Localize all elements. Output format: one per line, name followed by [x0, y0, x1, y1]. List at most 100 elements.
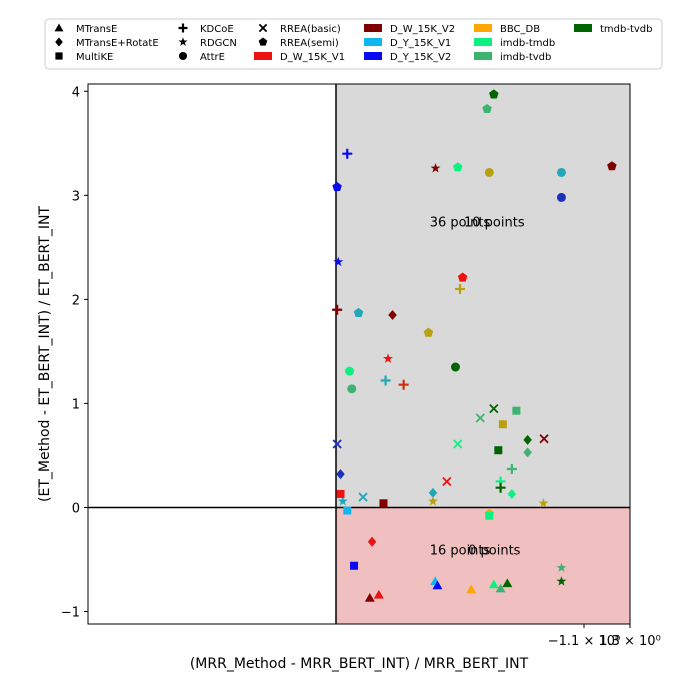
data-point [373, 589, 384, 599]
data-point [398, 379, 409, 390]
legend-color-swatch [574, 24, 592, 32]
data-point [350, 561, 359, 570]
legend-label: MTransE+RotatE [76, 38, 159, 49]
y-tick-label: 3 [72, 189, 80, 204]
data-point [457, 272, 468, 282]
legend-marker-x [258, 23, 268, 33]
legend-marker-triangle [54, 23, 64, 32]
data-point [452, 162, 463, 172]
quadrant-label: 36 points [430, 216, 491, 231]
data-point [345, 366, 355, 376]
legend-color-swatch [254, 52, 272, 60]
data-point [507, 488, 517, 499]
legend-entry: KDCoE [178, 23, 234, 35]
legend-entry: MultiKE [55, 52, 113, 63]
data-point [506, 463, 517, 474]
data-point [380, 375, 391, 386]
data-point [332, 439, 342, 449]
legend-entry: BBC_DB [474, 24, 540, 35]
x-tick-label: −1.1 × 10⁰ [548, 634, 620, 649]
legend-label: RREA(semi) [280, 38, 339, 49]
data-point [333, 256, 344, 267]
data-point [495, 583, 506, 593]
data-point [428, 487, 438, 498]
data-point [556, 167, 566, 177]
data-point [450, 362, 460, 372]
data-point [427, 495, 438, 506]
data-point [488, 579, 499, 589]
data-point [482, 103, 492, 114]
legend-marker-star [178, 37, 188, 46]
legend-entry: MTransE+RotatE [55, 37, 159, 49]
data-point [523, 434, 532, 445]
data-point [336, 469, 345, 480]
data-point [337, 495, 348, 506]
data-point [485, 511, 494, 520]
legend-color-swatch [474, 52, 492, 60]
data-point [353, 307, 364, 317]
data-point [332, 304, 343, 315]
legend-entry: RDGCN [178, 37, 237, 49]
y-axis-label: (ET_Method - ET_BERT_INT) / ET_BERT_INT [37, 206, 53, 502]
legend-entry: imdb-tvdb [474, 52, 551, 63]
legend-marker-circle [178, 51, 188, 61]
data-point [489, 89, 499, 99]
data-point [475, 413, 485, 423]
legend-marker-pentagon [258, 37, 268, 46]
data-point [495, 482, 506, 493]
data-point [336, 489, 345, 498]
legend-label: BBC_DB [500, 24, 540, 35]
data-point [423, 327, 434, 337]
data-point [364, 592, 375, 602]
data-point [332, 182, 342, 192]
legend-entry: D_W_15K_V1 [254, 52, 345, 63]
legend-label: D_W_15K_V1 [280, 52, 345, 63]
legend: MTransE MTransE+RotatE MultiKE KDCoE RDGCN At… [44, 18, 663, 70]
legend-label: MultiKE [76, 52, 113, 63]
y-axis-ticks: −1 0 1 2 3 4 [61, 85, 88, 621]
legend-label: KDCoE [200, 24, 234, 35]
data-point [388, 309, 397, 320]
data-point [342, 148, 353, 159]
legend-marker-square [55, 52, 63, 60]
legend-label: D_Y_15K_V1 [390, 38, 451, 49]
data-point [489, 403, 499, 414]
data-point [538, 498, 549, 508]
data-point [455, 283, 465, 294]
legend-color-swatch [364, 52, 382, 60]
y-tick-label: 0 [72, 501, 80, 516]
legend-entry: imdb-tmdb [474, 38, 555, 49]
data-point [494, 446, 503, 455]
data-point [512, 406, 521, 415]
quadrant-label: 16 points [430, 543, 491, 558]
y-tick-label: 1 [72, 397, 80, 412]
plot-frame [87, 83, 631, 625]
legend-entry: RREA(semi) [258, 37, 339, 49]
y-tick-label: −1 [61, 606, 80, 621]
data-point [484, 167, 494, 177]
legend-entry: D_Y_15K_V1 [364, 38, 451, 49]
x-tick-label: 1.3 × 10⁰ [599, 634, 661, 649]
data-point [556, 562, 567, 573]
x-axis-label: (MRR_Method - MRR_BERT_INT) / MRR_BERT_I… [190, 656, 529, 672]
data-point [430, 163, 441, 173]
data-point [466, 584, 477, 594]
data-point [539, 434, 549, 444]
quadrant-label: 0 points [468, 543, 521, 558]
data-point [502, 578, 513, 588]
quadrant-dividers [88, 84, 630, 624]
data-point [453, 439, 463, 449]
y-tick-label: 4 [72, 85, 80, 100]
legend-label: RDGCN [200, 38, 237, 49]
legend-label: imdb-tvdb [500, 52, 551, 63]
data-point [432, 580, 443, 590]
legend-color-swatch [474, 24, 492, 32]
data-point [607, 161, 617, 171]
legend-label: D_Y_15K_V2 [390, 52, 451, 63]
quadrant-background [336, 84, 630, 508]
data-point [498, 420, 507, 429]
data-point [358, 492, 368, 502]
legend-color-swatch [364, 24, 382, 32]
legend-color-swatch [474, 38, 492, 46]
